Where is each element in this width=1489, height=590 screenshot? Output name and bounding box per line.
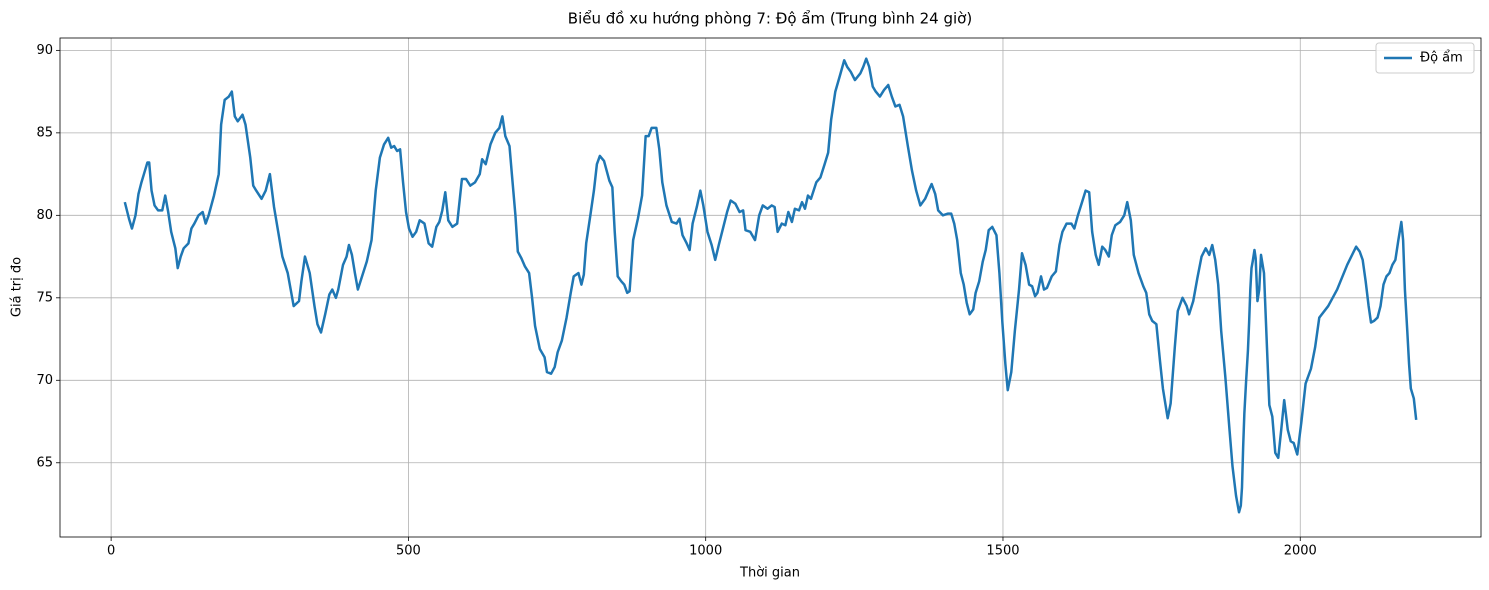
y-tick-label: 75: [36, 290, 53, 305]
legend-label: Độ ẩm: [1420, 51, 1463, 66]
y-tick-label: 70: [36, 373, 53, 388]
x-axis-label: Thời gian: [739, 566, 800, 581]
data-line: [123, 57, 1418, 514]
y-axis-label: Giá trị đo: [10, 257, 25, 317]
y-tick-label: 80: [36, 208, 53, 223]
y-tick-label: 85: [36, 125, 53, 140]
plot-frame: [59, 37, 1482, 538]
chart-title: Biểu đồ xu hướng phòng 7: Độ ẩm (Trung b…: [568, 10, 972, 28]
x-tick-label: 500: [396, 544, 421, 559]
y-tick-label: 90: [36, 43, 53, 58]
x-tick-label: 1500: [986, 544, 1019, 559]
x-tick-label: 2000: [1284, 544, 1317, 559]
legend-box: [1375, 42, 1475, 74]
x-tick-label: 0: [107, 544, 115, 559]
x-tick-label: 1000: [689, 544, 722, 559]
y-tick-label: 65: [36, 455, 53, 470]
